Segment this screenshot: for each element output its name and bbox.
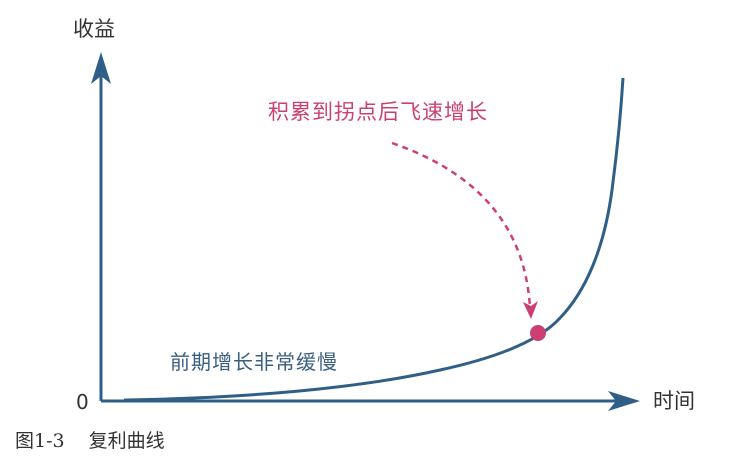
figure-title: 复利曲线 — [89, 430, 165, 452]
inflection-annotation: 积累到拐点后飞速增长 — [268, 102, 488, 123]
origin-label: 0 — [76, 392, 89, 412]
x-axis-label: 时间 — [653, 391, 695, 412]
figure-caption: 图1-3 复利曲线 — [15, 432, 165, 451]
figure-number: 图1-3 — [15, 430, 65, 452]
y-axis-label: 收益 — [73, 19, 115, 40]
slow-growth-annotation: 前期增长非常缓慢 — [170, 352, 338, 372]
inflection-point — [530, 325, 546, 341]
inflection-pointer — [392, 143, 530, 308]
